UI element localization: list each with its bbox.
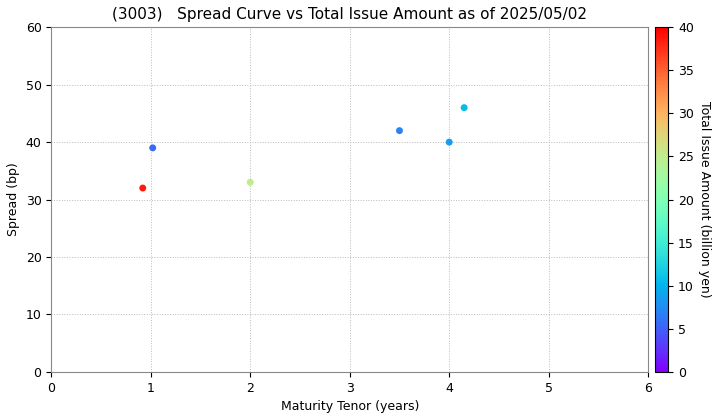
Point (137, 185, 148, 192)
Y-axis label: Total Issue Amount (billion yen): Total Issue Amount (billion yen) (698, 101, 711, 298)
Point (444, 139, 455, 145)
Point (459, 104, 470, 111)
Point (394, 127, 405, 134)
Title: (3003)   Spread Curve vs Total Issue Amount as of 2025/05/02: (3003) Spread Curve vs Total Issue Amoun… (112, 7, 588, 22)
Point (147, 144, 158, 151)
X-axis label: Maturity Tenor (years): Maturity Tenor (years) (281, 400, 419, 413)
Point (245, 179, 256, 186)
Y-axis label: Spread (bp): Spread (bp) (7, 163, 20, 236)
